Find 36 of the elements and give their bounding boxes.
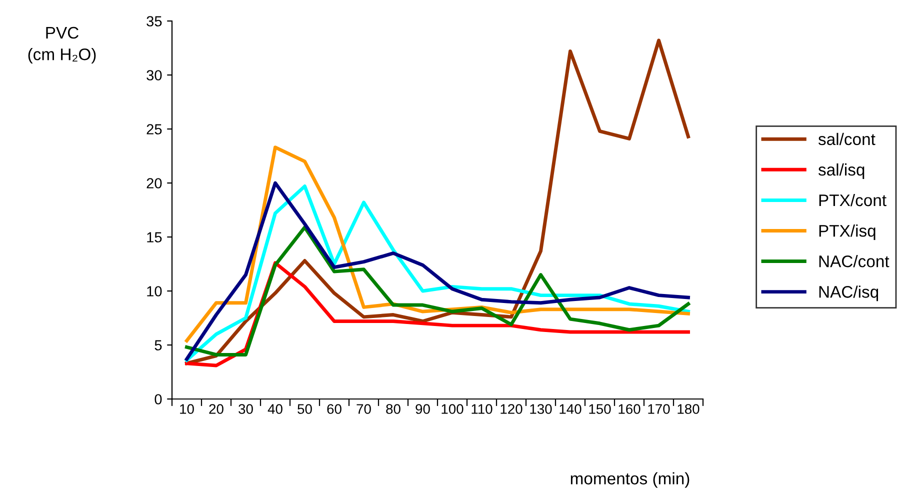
x-tick-label: 130 xyxy=(530,404,552,414)
x-tick-label: 60 xyxy=(327,404,342,414)
x-tick-label: 160 xyxy=(618,404,640,414)
x-tick-label: 170 xyxy=(648,404,670,414)
x-tick-label: 30 xyxy=(238,404,253,414)
x-tick-label: 120 xyxy=(500,404,522,414)
y-axis-title: PVC (cm H₂O) xyxy=(28,26,96,64)
x-tick-label: 150 xyxy=(589,404,611,414)
y-tick-label: 5 xyxy=(154,340,162,350)
x-tick-label: 140 xyxy=(560,404,582,414)
legend-label: NAC/cont xyxy=(819,255,890,268)
x-tick-label: 70 xyxy=(356,404,371,414)
x-tick-label: 110 xyxy=(472,404,492,414)
legend-label: PTX/cont xyxy=(819,194,886,206)
y-tick-label: 10 xyxy=(147,286,162,296)
y-tick-label: 30 xyxy=(146,70,162,80)
y-tick-label: 20 xyxy=(146,178,162,188)
legend-label: NAC/isq xyxy=(819,286,878,302)
legend-label: PTX/isq xyxy=(819,224,876,240)
x-tick-label: 80 xyxy=(386,404,400,414)
x-tick-label: 20 xyxy=(209,404,224,414)
x-axis-title: momentos (min) xyxy=(570,472,690,488)
y-tick-label: 35 xyxy=(146,16,162,26)
legend-label: sal/cont xyxy=(818,132,876,146)
line-series xyxy=(185,38,690,366)
x-tick-label: 100 xyxy=(442,404,464,414)
x-tick-label: 180 xyxy=(678,404,700,414)
y-tick-label: 0 xyxy=(154,394,162,404)
line-series xyxy=(185,226,690,356)
x-tick-label: 40 xyxy=(268,404,282,414)
legend-label: sal/isq xyxy=(818,163,864,179)
x-tick-label: 90 xyxy=(416,404,430,414)
x-tick-label: 50 xyxy=(298,404,312,414)
x-tick-label: 10 xyxy=(180,404,194,414)
y-tick-label: 15 xyxy=(147,232,162,242)
y-tick-label: 25 xyxy=(146,124,162,134)
